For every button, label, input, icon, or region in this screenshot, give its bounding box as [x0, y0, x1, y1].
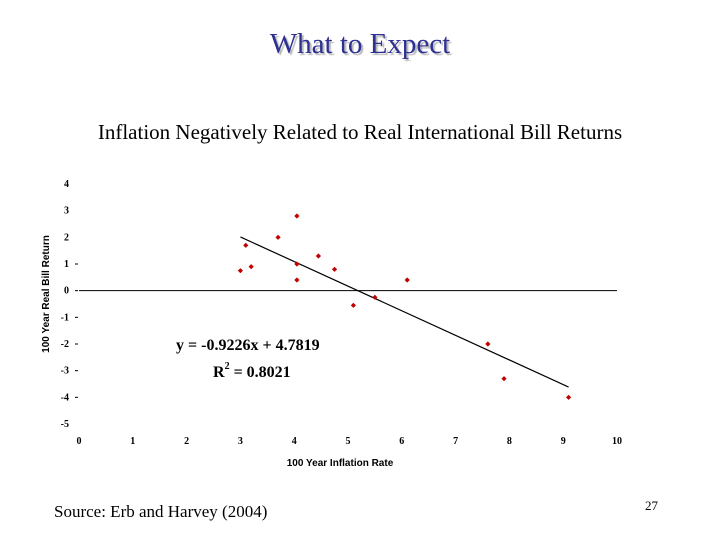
y-tick-label: -2 [61, 339, 69, 350]
data-point [294, 261, 300, 267]
r-squared-label: R2 = 0.8021 [213, 361, 291, 381]
x-tick-label: 10 [612, 436, 622, 447]
slide-title: What to Expect [269, 28, 451, 60]
data-point [248, 264, 254, 270]
r-squared-base: R [213, 364, 225, 381]
trendline [240, 236, 569, 388]
chart-title: Inflation Negatively Related to Real Int… [97, 120, 623, 144]
y-tick-label: -5 [61, 419, 69, 430]
r-squared-superscript: 2 [225, 361, 230, 372]
page-number: 27 [645, 498, 658, 513]
r-squared-value: = 0.8021 [230, 364, 291, 381]
data-point [565, 394, 572, 400]
x-tick-label: 2 [184, 436, 189, 447]
x-tick-label: 0 [77, 436, 82, 447]
y-tick-label: -3 [61, 366, 69, 377]
y-tick-label: 1 [64, 259, 69, 270]
y-tick-label: -4 [61, 392, 69, 403]
x-tick-label: 5 [346, 436, 351, 447]
y-tick-labels: 4 3 2 1 0 -1 -2 -3 -4 -5 [61, 179, 78, 430]
x-tick-label: 6 [399, 436, 404, 447]
data-point [485, 341, 491, 347]
data-point [243, 242, 249, 248]
data-point [372, 294, 378, 300]
data-point [237, 268, 243, 274]
data-points [237, 213, 572, 400]
data-point [275, 234, 281, 240]
data-point [350, 302, 356, 308]
y-tick-label: 0 [64, 286, 69, 297]
x-tick-label: 8 [507, 436, 512, 447]
data-point [294, 213, 300, 219]
x-tick-label: 4 [292, 436, 297, 447]
data-point [294, 277, 300, 283]
y-tick-label: -1 [61, 312, 69, 323]
data-point [404, 277, 410, 283]
data-point [501, 376, 507, 382]
x-axis-label: 100 Year Inflation Rate [287, 458, 394, 469]
data-point [331, 266, 338, 272]
y-axis-label: 100 Year Real Bill Return [41, 235, 52, 353]
y-tick-label: 3 [64, 206, 69, 217]
source-citation: Source: Erb and Harvey (2004) [54, 502, 268, 521]
y-tick-label: 2 [64, 232, 69, 243]
x-tick-label: 9 [561, 436, 566, 447]
x-tick-label: 7 [453, 436, 458, 447]
data-point [315, 253, 322, 259]
y-tick-label: 4 [64, 179, 69, 190]
x-tick-labels: 0 1 2 3 4 5 6 7 8 9 10 [77, 436, 623, 447]
regression-equation: y = -0.9226x + 4.7819 [176, 337, 320, 354]
x-tick-label: 3 [238, 436, 243, 447]
x-tick-label: 1 [130, 436, 135, 447]
